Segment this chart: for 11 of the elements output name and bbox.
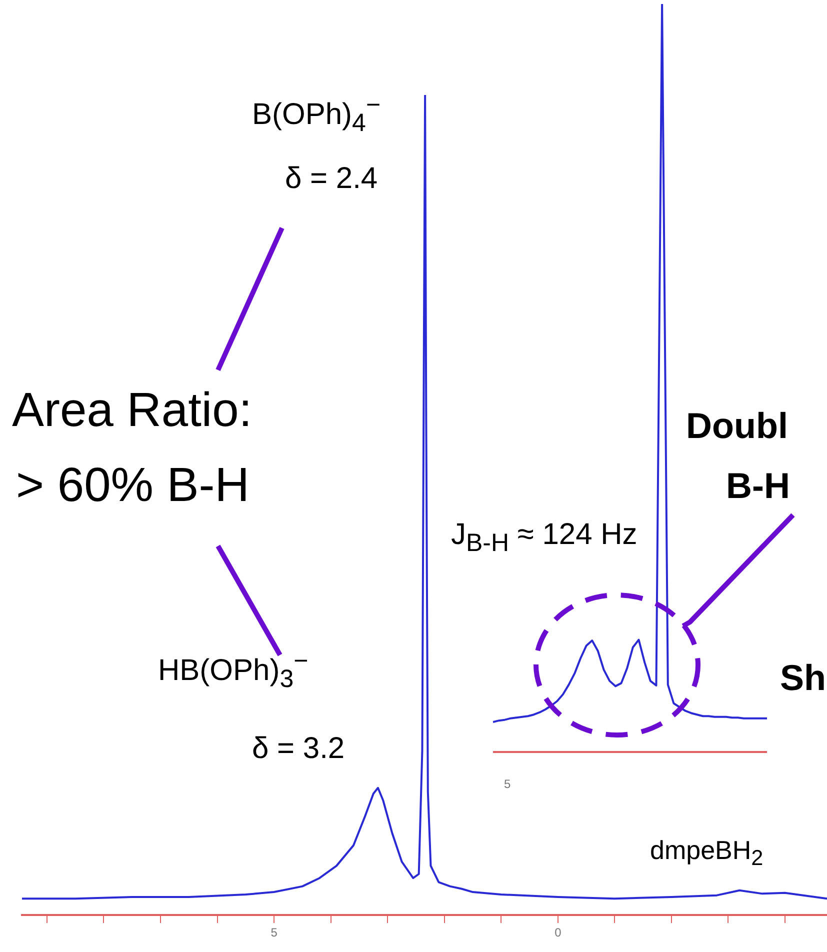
annotation: Area Ratio:	[12, 384, 252, 438]
annotation: Sh	[780, 657, 826, 698]
annotation: δ = 3.2	[252, 732, 345, 765]
annotation: dmpeBH$_{2}$	[650, 835, 764, 870]
x-tick-label: 0	[554, 926, 562, 940]
annotation: 5	[504, 777, 511, 792]
annotation: Doubl	[686, 405, 788, 446]
annotation: B-H	[726, 465, 790, 506]
annotation: J$_{B-H}$ ≈ 124 Hz	[451, 518, 638, 558]
annotation: > 60% B-H	[16, 459, 250, 513]
annotation: δ = 2.4	[285, 162, 378, 195]
